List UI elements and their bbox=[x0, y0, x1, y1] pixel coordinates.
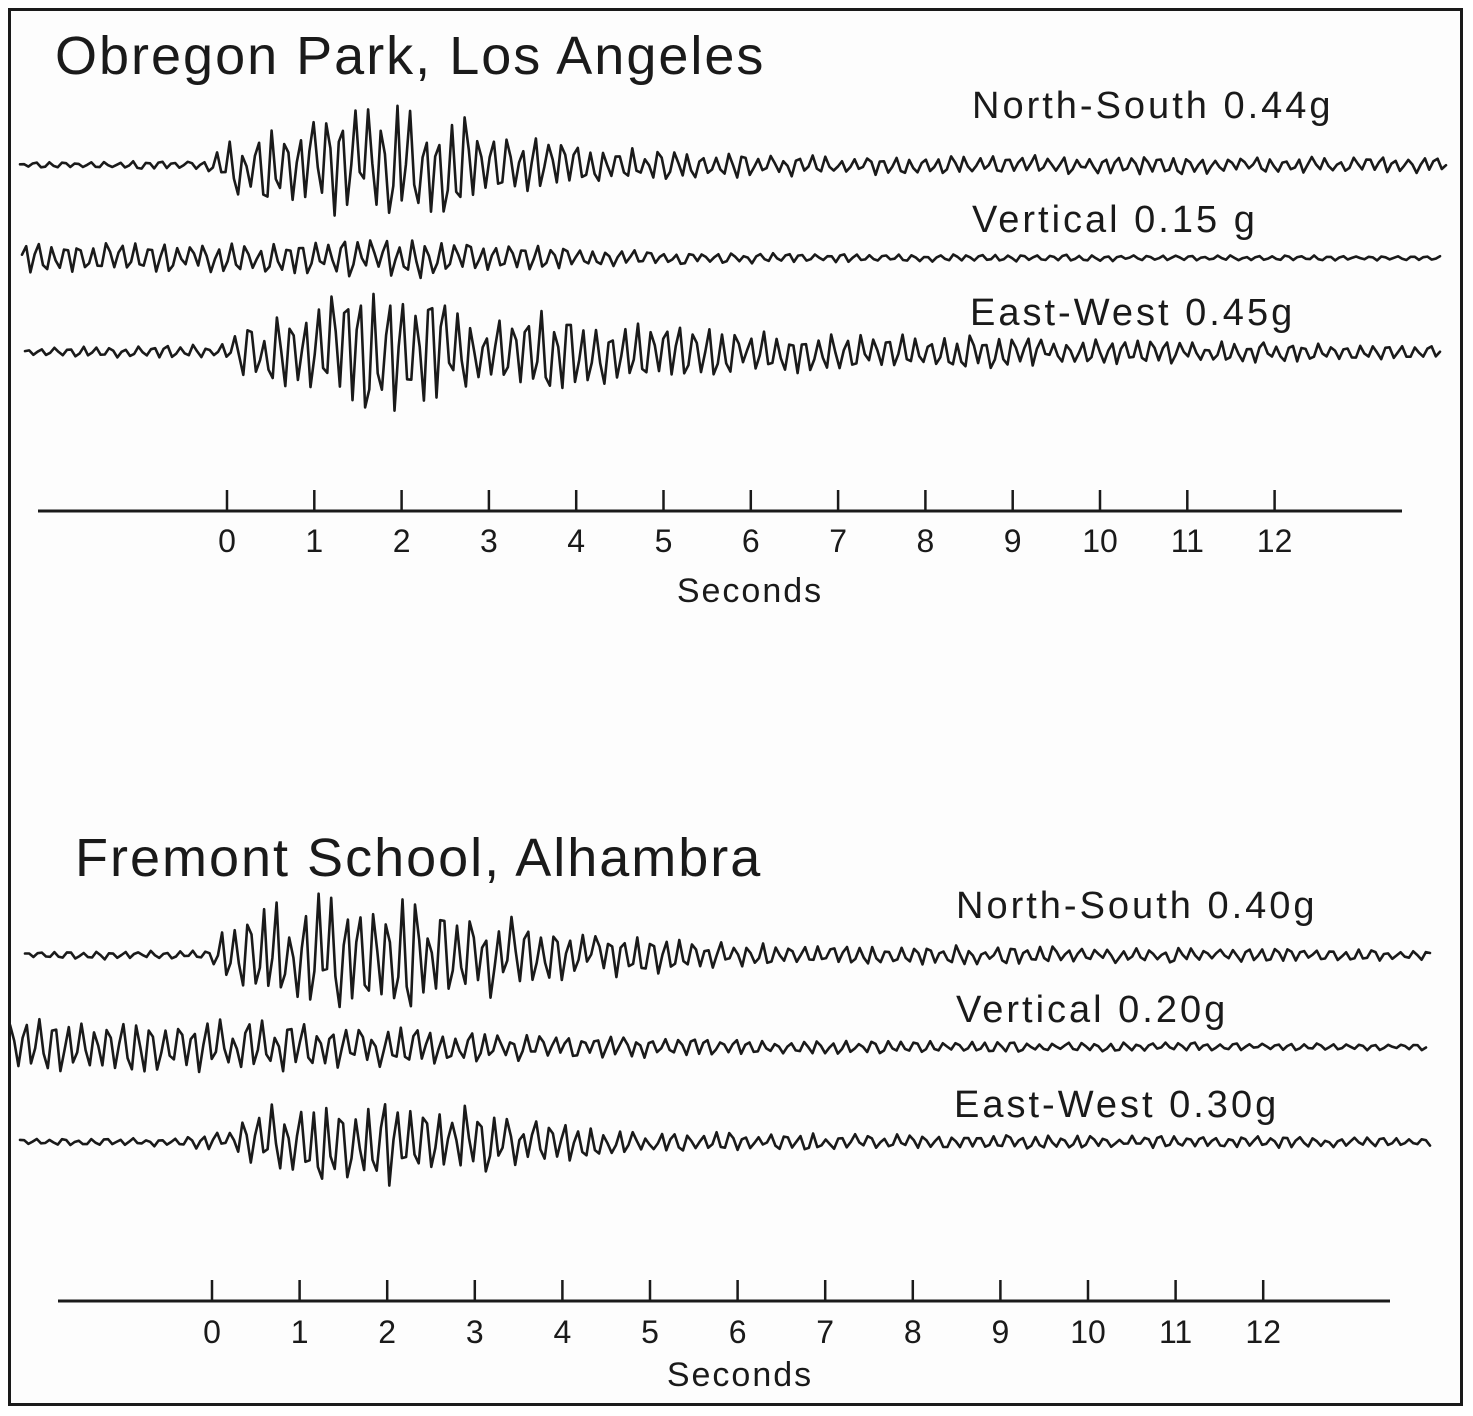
trace-east-west bbox=[23, 292, 1442, 412]
time-axis-ticks: 0 1 2 3 4 5 6 7 8 9 10 11 12 bbox=[203, 1280, 1281, 1350]
tick-label: 7 bbox=[829, 523, 847, 559]
trace-group bbox=[8, 892, 1432, 1187]
panel-obregon-park: Obregon Park, Los Angeles North-South 0.… bbox=[18, 26, 1448, 610]
x-axis-title: Seconds bbox=[677, 572, 823, 610]
tick-label: 8 bbox=[904, 1314, 922, 1350]
series-label-east-west: East-West 0.30g bbox=[954, 1084, 1279, 1126]
panel-title: Fremont School, Alhambra bbox=[75, 828, 762, 888]
tick-label: 4 bbox=[554, 1314, 572, 1350]
tick-label: 1 bbox=[305, 523, 323, 559]
trace-vertical bbox=[20, 239, 1442, 280]
tick-label: 5 bbox=[655, 523, 673, 559]
tick-label: 12 bbox=[1257, 523, 1293, 559]
x-axis-title: Seconds bbox=[667, 1356, 813, 1394]
tick-label: 6 bbox=[729, 1314, 747, 1350]
trace-east-west bbox=[18, 1103, 1432, 1187]
tick-label: 10 bbox=[1082, 523, 1118, 559]
time-axis-ticks: 0 1 2 3 4 5 6 7 8 9 10 11 12 bbox=[218, 490, 1292, 559]
tick-label: 4 bbox=[567, 523, 585, 559]
tick-label: 2 bbox=[393, 523, 411, 559]
tick-label: 11 bbox=[1159, 1314, 1192, 1350]
tick-label: 0 bbox=[218, 523, 236, 559]
trace-vertical bbox=[8, 1017, 1428, 1074]
series-label-vertical: Vertical 0.15 g bbox=[972, 199, 1258, 241]
tick-label: 5 bbox=[641, 1314, 659, 1350]
series-label-east-west: East-West 0.45g bbox=[970, 292, 1295, 334]
tick-label: 3 bbox=[480, 523, 498, 559]
figure-frame bbox=[8, 8, 1463, 1406]
series-label-north-south: North-South 0.44g bbox=[972, 85, 1334, 127]
tick-label: 8 bbox=[917, 523, 935, 559]
tick-label: 10 bbox=[1070, 1314, 1106, 1350]
tick-label: 6 bbox=[742, 523, 760, 559]
tick-label: 2 bbox=[378, 1314, 396, 1350]
trace-north-south bbox=[23, 892, 1432, 1009]
panel-fremont-school: Fremont School, Alhambra North-South 0.4… bbox=[8, 828, 1432, 1394]
trace-group bbox=[18, 104, 1448, 412]
series-label-vertical: Vertical 0.20g bbox=[956, 989, 1228, 1031]
trace-north-south bbox=[18, 104, 1448, 217]
tick-label: 9 bbox=[1004, 523, 1022, 559]
tick-label: 0 bbox=[203, 1314, 221, 1350]
tick-label: 9 bbox=[992, 1314, 1010, 1350]
tick-label: 1 bbox=[291, 1314, 309, 1350]
series-label-north-south: North-South 0.40g bbox=[956, 885, 1318, 927]
tick-label: 7 bbox=[816, 1314, 834, 1350]
tick-label: 12 bbox=[1245, 1314, 1281, 1350]
panel-title: Obregon Park, Los Angeles bbox=[55, 26, 765, 86]
tick-label: 11 bbox=[1171, 523, 1204, 559]
tick-label: 3 bbox=[466, 1314, 484, 1350]
